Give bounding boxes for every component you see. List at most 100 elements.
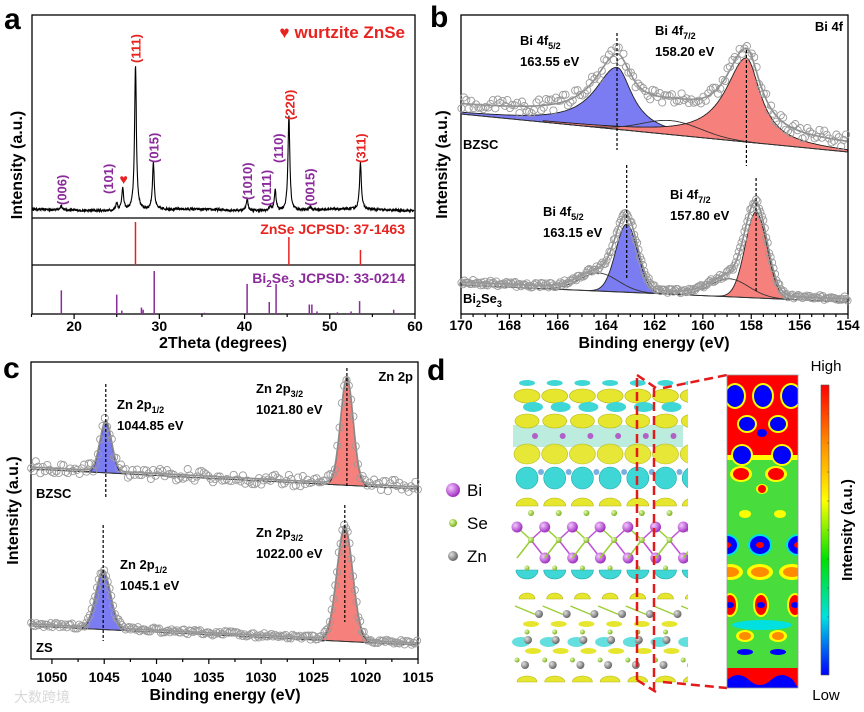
- subscript: 3: [497, 299, 502, 309]
- isosurface-depletion: [657, 380, 674, 386]
- heatmap-region: [757, 429, 767, 437]
- data-point: [734, 247, 743, 256]
- data-point: [731, 258, 740, 267]
- isosurface-depletion: [519, 380, 535, 386]
- atom-bi: [706, 553, 717, 564]
- data-point: [228, 627, 237, 636]
- data-point: [282, 476, 291, 486]
- data-point: [766, 253, 775, 262]
- data-point: [505, 279, 514, 288]
- data-point: [765, 249, 774, 258]
- bond: [570, 605, 595, 617]
- heatmap-region: [739, 510, 751, 518]
- peak-energy-label: 158.20 eV: [655, 44, 715, 59]
- atom-zn: [576, 661, 585, 669]
- data-point: [190, 476, 199, 485]
- atom-se: [597, 657, 603, 663]
- data-point: [699, 283, 708, 292]
- atomic-structure-isosurface: [511, 380, 717, 683]
- data-point: [742, 42, 751, 51]
- subscript: 1/2: [155, 565, 168, 575]
- data-point: [284, 470, 293, 480]
- atom-se: [524, 565, 530, 571]
- subscript: 3/2: [291, 389, 304, 399]
- isosurface-accumulation: [652, 388, 679, 404]
- bond: [514, 605, 540, 617]
- text-part: JCPSD: 33-0214: [294, 270, 405, 286]
- data-point: [331, 581, 340, 590]
- atom-bi: [698, 433, 704, 439]
- bond: [599, 539, 615, 559]
- data-point: [319, 476, 328, 485]
- data-point: [574, 271, 584, 280]
- data-point: [721, 76, 730, 86]
- bond: [654, 539, 671, 559]
- data-point: [229, 470, 238, 479]
- data-point: [38, 462, 47, 472]
- atom-bi: [565, 469, 572, 475]
- fitted-component: [671, 278, 787, 300]
- fitted-component: [584, 119, 758, 144]
- atom-zn: [701, 610, 709, 618]
- colorbar-high-label: High: [811, 358, 842, 375]
- data-point: [101, 571, 110, 581]
- atom-se-icon: [449, 519, 457, 527]
- data-point: [557, 281, 566, 290]
- text-part: BZSC: [463, 137, 499, 152]
- data-point: [336, 539, 345, 548]
- data-point: [634, 79, 643, 88]
- isosurface-accumulation: [578, 621, 595, 627]
- isosurface-depletion: [681, 467, 688, 489]
- peak-energy-label: 1021.80 eV: [256, 402, 323, 417]
- data-point: [135, 470, 144, 480]
- data-point: [343, 527, 352, 536]
- atom-zn: [604, 661, 613, 669]
- atom-bi: [593, 469, 600, 475]
- data-point: [611, 234, 620, 243]
- data-point: [670, 98, 679, 107]
- peak-name-label: Bi 4f7/2: [670, 187, 711, 205]
- data-point: [202, 470, 211, 479]
- data-point: [718, 271, 727, 280]
- data-point: [559, 90, 568, 99]
- heatmap-region: [754, 385, 772, 407]
- isosurface-depletion: [654, 569, 677, 580]
- data-point: [745, 51, 754, 60]
- isosurface-depletion: [546, 380, 563, 386]
- data-point: [779, 287, 788, 296]
- data-point: [573, 86, 582, 95]
- isosurface-depletion: [543, 569, 567, 580]
- isosurface-accumulation: [655, 675, 676, 683]
- isosurface-accumulation: [601, 592, 619, 600]
- data-point: [537, 106, 546, 115]
- x-tick-label: 1030: [246, 669, 277, 685]
- text-part: Bi 4f: [543, 204, 572, 219]
- data-point: [561, 90, 570, 99]
- isosurface-accumulation: [689, 621, 705, 627]
- data-point: [299, 633, 308, 642]
- atom-zn: [535, 610, 543, 618]
- data-point: [266, 476, 275, 485]
- isosurface-depletion: [543, 466, 567, 490]
- data-point: [608, 241, 617, 250]
- atom-bi: [587, 433, 594, 439]
- isosurface-accumulation: [635, 648, 652, 654]
- isosurface-accumulation: [691, 648, 707, 654]
- data-point: [257, 480, 266, 489]
- data-point: [706, 85, 715, 94]
- data-point: [359, 627, 368, 636]
- data-point: [621, 62, 631, 71]
- data-point: [532, 98, 541, 107]
- isosurface-accumulation: [541, 388, 569, 404]
- data-point: [80, 622, 89, 631]
- atom-se: [542, 657, 548, 663]
- data-point: [179, 474, 188, 483]
- isosurface-accumulation: [682, 676, 688, 683]
- isosurface-accumulation: [569, 443, 596, 465]
- isosurface-depletion: [571, 569, 594, 580]
- heatmap-region: [727, 567, 739, 577]
- data-point: [604, 50, 614, 59]
- data-point: [602, 256, 611, 265]
- peak-energy-label: 1044.85 eV: [117, 418, 184, 433]
